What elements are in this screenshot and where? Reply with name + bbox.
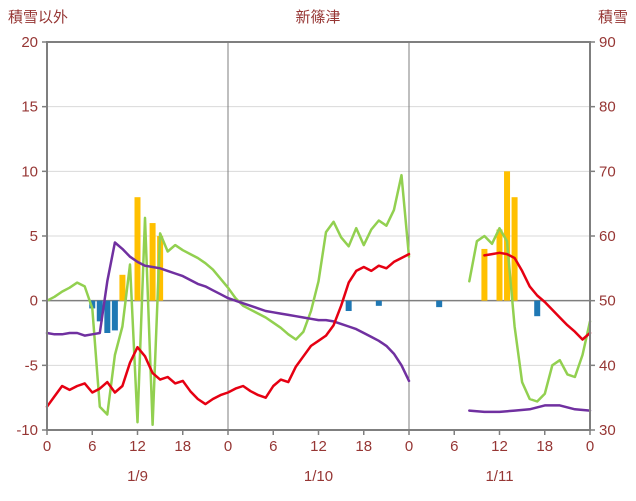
x-axis-hour-label: 6 [88,438,96,455]
bar [149,223,156,301]
x-axis-hour-label: 0 [43,438,51,455]
bar [496,229,503,301]
x-axis-hour-label: 0 [224,438,232,455]
x-axis-hour-label: 6 [450,438,458,455]
bar [111,300,118,331]
y-axis-left-label: -5 [25,357,38,374]
bar [511,197,518,301]
y-axis-right-label: 80 [599,99,616,116]
bar [375,300,382,306]
bar [119,274,126,301]
bar [134,197,141,301]
x-axis-hour-label: 12 [491,438,508,455]
line-segment [483,251,592,341]
x-axis-hour-label: 12 [129,438,146,455]
x-axis-hour-label: 6 [269,438,277,455]
chart-title: 新篠津 [295,9,341,26]
series-green-line [45,173,592,427]
x-axis-hour-label: 18 [536,438,553,455]
x-axis-day-label: 1/11 [485,468,513,485]
left-axis-title: 積雪以外 [8,9,69,26]
x-axis-day-label: 1/10 [304,468,333,485]
line-segment [468,404,592,414]
line-segment [45,241,411,383]
line-segment [45,173,411,427]
x-axis-hour-label: 0 [586,438,594,455]
x-axis-hour-label: 18 [174,438,191,455]
bar [534,300,541,317]
y-axis-right-label: 70 [599,163,616,180]
y-axis-right-label: 30 [599,422,616,439]
x-axis-hour-label: 12 [310,438,327,455]
line-segment [45,252,411,408]
y-axis-right-label: 60 [599,228,616,245]
series-purple-line [45,241,592,414]
bar [104,300,111,333]
y-axis-left-label: 5 [30,228,38,245]
line-segment [468,226,592,403]
x-axis-hour-label: 18 [355,438,372,455]
bar [504,171,511,301]
y-axis-right-label: 90 [599,34,616,51]
y-axis-left-label: 20 [21,34,38,51]
bar [345,300,352,312]
y-axis-left-label: 10 [21,163,38,180]
y-axis-left-label: 15 [21,99,38,116]
y-axis-left-label: 0 [30,293,38,310]
y-axis-right-label: 50 [599,293,616,310]
x-axis-hour-label: 0 [405,438,413,455]
bar [436,300,443,308]
right-axis-title: 積雪 [597,9,628,26]
bar [96,300,103,322]
bar [481,248,488,301]
y-axis-right-label: 40 [599,357,616,374]
x-axis-day-label: 1/9 [127,468,148,485]
series-red-line [45,251,592,408]
y-axis-left-label: -10 [16,422,38,439]
